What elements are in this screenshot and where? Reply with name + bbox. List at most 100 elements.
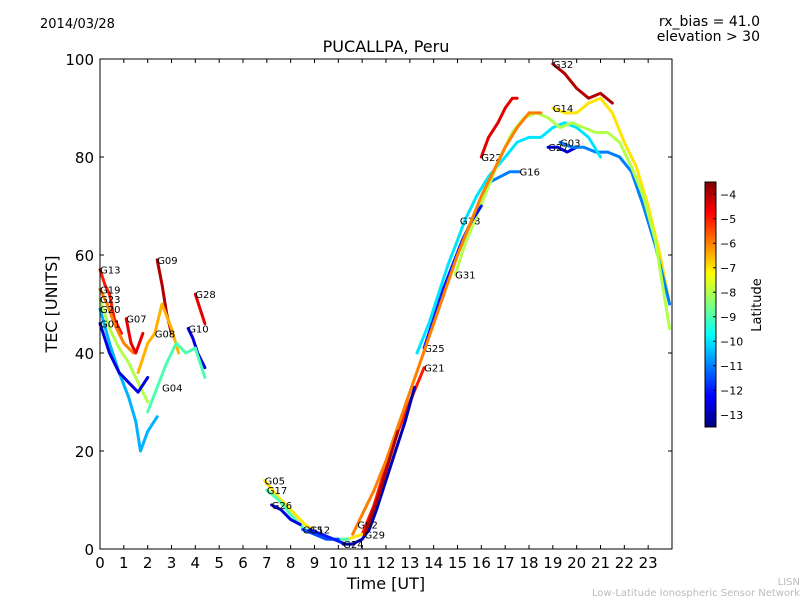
date-label: 2014/03/28 bbox=[40, 17, 115, 32]
x-tick-label: 4 bbox=[191, 554, 201, 572]
series-label-g14: G14 bbox=[553, 104, 573, 115]
x-tick-label: 2 bbox=[143, 554, 153, 572]
series-label-g08: G08 bbox=[155, 329, 175, 340]
x-tick-label: 17 bbox=[496, 554, 515, 572]
y-tick-label: 80 bbox=[75, 149, 94, 167]
y-tick-label: 0 bbox=[84, 541, 94, 559]
series-label-g24: G24 bbox=[343, 540, 363, 551]
x-axis-label: Time [UT] bbox=[346, 574, 425, 593]
series-layer: G32G14G22G16G27G03G18G31G25G21G13G19G23G… bbox=[98, 60, 672, 551]
series-line-g22 bbox=[479, 96, 519, 159]
series-label-g07: G07 bbox=[126, 315, 146, 326]
series-line-g08 bbox=[136, 302, 181, 375]
colorbar-tick-label: −8 bbox=[720, 286, 736, 299]
y-tick-label: 20 bbox=[75, 443, 94, 461]
x-tick-label: 7 bbox=[262, 554, 272, 572]
series-label-g13: G13 bbox=[100, 266, 120, 277]
x-tick-label: 21 bbox=[591, 554, 610, 572]
series-label-g22: G22 bbox=[481, 153, 501, 164]
series-label-g10: G10 bbox=[188, 325, 208, 336]
x-tick-label: 0 bbox=[95, 554, 105, 572]
series-label-g09: G09 bbox=[157, 256, 177, 267]
x-tick-label: 11 bbox=[353, 554, 372, 572]
series-line-g27 bbox=[546, 145, 579, 154]
series-line-g32 bbox=[551, 62, 614, 105]
series-line-g01 bbox=[98, 322, 150, 394]
series-label-g21: G21 bbox=[424, 364, 444, 375]
chart-title: PUCALLPA, Peru bbox=[322, 37, 450, 56]
series-label-g25: G25 bbox=[424, 344, 444, 355]
elevation-label: elevation > 30 bbox=[656, 29, 760, 45]
series-label-g04: G04 bbox=[162, 383, 182, 394]
series-label-g05: G05 bbox=[265, 476, 285, 487]
x-tick-label: 14 bbox=[424, 554, 443, 572]
series-label-g01: G01 bbox=[100, 320, 120, 331]
series-line-g16 bbox=[489, 170, 521, 183]
footer-lisn: LISN bbox=[777, 577, 800, 588]
series-label-g19: G19 bbox=[100, 285, 120, 296]
series-label-g26: G26 bbox=[272, 501, 292, 512]
series-line-g14 bbox=[551, 96, 672, 306]
x-tick-label: 1 bbox=[119, 554, 129, 572]
series-label-g32: G32 bbox=[553, 60, 573, 71]
series-line-g13 bbox=[98, 268, 123, 335]
series-line-g23 bbox=[98, 297, 150, 404]
series-line-g12 bbox=[308, 527, 347, 546]
rx-bias-label: rx_bias = 41.0 bbox=[658, 14, 760, 30]
series-line-g07 bbox=[124, 317, 145, 355]
colorbar-tick-label: −4 bbox=[720, 188, 736, 201]
colorbar-tick-label: −12 bbox=[720, 384, 743, 397]
colorbar-tick-label: −9 bbox=[720, 311, 736, 324]
x-tick-label: 20 bbox=[567, 554, 586, 572]
series-line-g24 bbox=[341, 385, 417, 546]
series-label-g20: G20 bbox=[100, 305, 120, 316]
series-label-g31: G31 bbox=[455, 271, 475, 282]
series-line-g10 bbox=[186, 327, 207, 370]
series-label-g29: G29 bbox=[365, 530, 385, 541]
x-tick-label: 5 bbox=[214, 554, 224, 572]
x-tick-label: 6 bbox=[238, 554, 248, 572]
x-tick-label: 16 bbox=[472, 554, 491, 572]
y-tick-label: 60 bbox=[75, 247, 94, 265]
x-tick-label: 12 bbox=[376, 554, 395, 572]
series-label-g03: G03 bbox=[560, 138, 580, 149]
colorbar-tick-label: −6 bbox=[720, 237, 736, 250]
footer-network: Low-Latitude Ionospheric Sensor Network bbox=[592, 588, 800, 599]
series-label-g27: G27 bbox=[548, 143, 568, 154]
x-tick-label: 15 bbox=[448, 554, 467, 572]
x-tick-label: 13 bbox=[400, 554, 419, 572]
x-tick-label: 23 bbox=[639, 554, 658, 572]
colorbar-tick-label: −11 bbox=[720, 360, 743, 373]
axes-layer: 0 1 2 3 4 5 6 7 8 9 10 11 12 13 14 15 16 17 18 19 20 21 22 2302… bbox=[65, 51, 672, 572]
y-axis-label: TEC [UNITS] bbox=[42, 256, 61, 354]
colorbar-tick-label: −10 bbox=[720, 335, 743, 348]
series-line-g28 bbox=[193, 292, 207, 326]
y-tick-label: 40 bbox=[75, 345, 94, 363]
x-tick-label: 8 bbox=[286, 554, 296, 572]
colorbar-tick-label: −7 bbox=[720, 262, 736, 275]
x-tick-label: 18 bbox=[519, 554, 538, 572]
series-line-g03 bbox=[558, 140, 672, 306]
colorbar-label: Latitude bbox=[750, 278, 765, 332]
x-tick-label: 19 bbox=[543, 554, 562, 572]
colorbar-gradient bbox=[704, 181, 717, 428]
series-label-g28: G28 bbox=[195, 290, 215, 301]
series-line-g31 bbox=[453, 111, 672, 330]
series-line-g04 bbox=[146, 341, 207, 414]
series-line-g18 bbox=[415, 121, 602, 355]
x-tick-label: 10 bbox=[329, 554, 348, 572]
y-tick-label: 100 bbox=[65, 51, 94, 69]
series-label-g12: G12 bbox=[310, 525, 330, 536]
series-label-g16: G16 bbox=[520, 168, 540, 179]
series-line-g26 bbox=[270, 503, 302, 526]
x-tick-label: 9 bbox=[310, 554, 320, 572]
series-label-g17: G17 bbox=[267, 486, 287, 497]
x-tick-label: 22 bbox=[615, 554, 634, 572]
colorbar-ticks: −4 −5 −6 −7 −8 −9 −10 −11 −12 −13 bbox=[713, 188, 743, 422]
colorbar: −4 −5 −6 −7 −8 −9 −10 −11 −12 −13 Latitude bbox=[704, 181, 765, 428]
series-line-g02 bbox=[351, 111, 543, 536]
series-line-g20 bbox=[98, 307, 159, 453]
x-tick-label: 3 bbox=[167, 554, 177, 572]
series-line-g19 bbox=[98, 287, 135, 355]
